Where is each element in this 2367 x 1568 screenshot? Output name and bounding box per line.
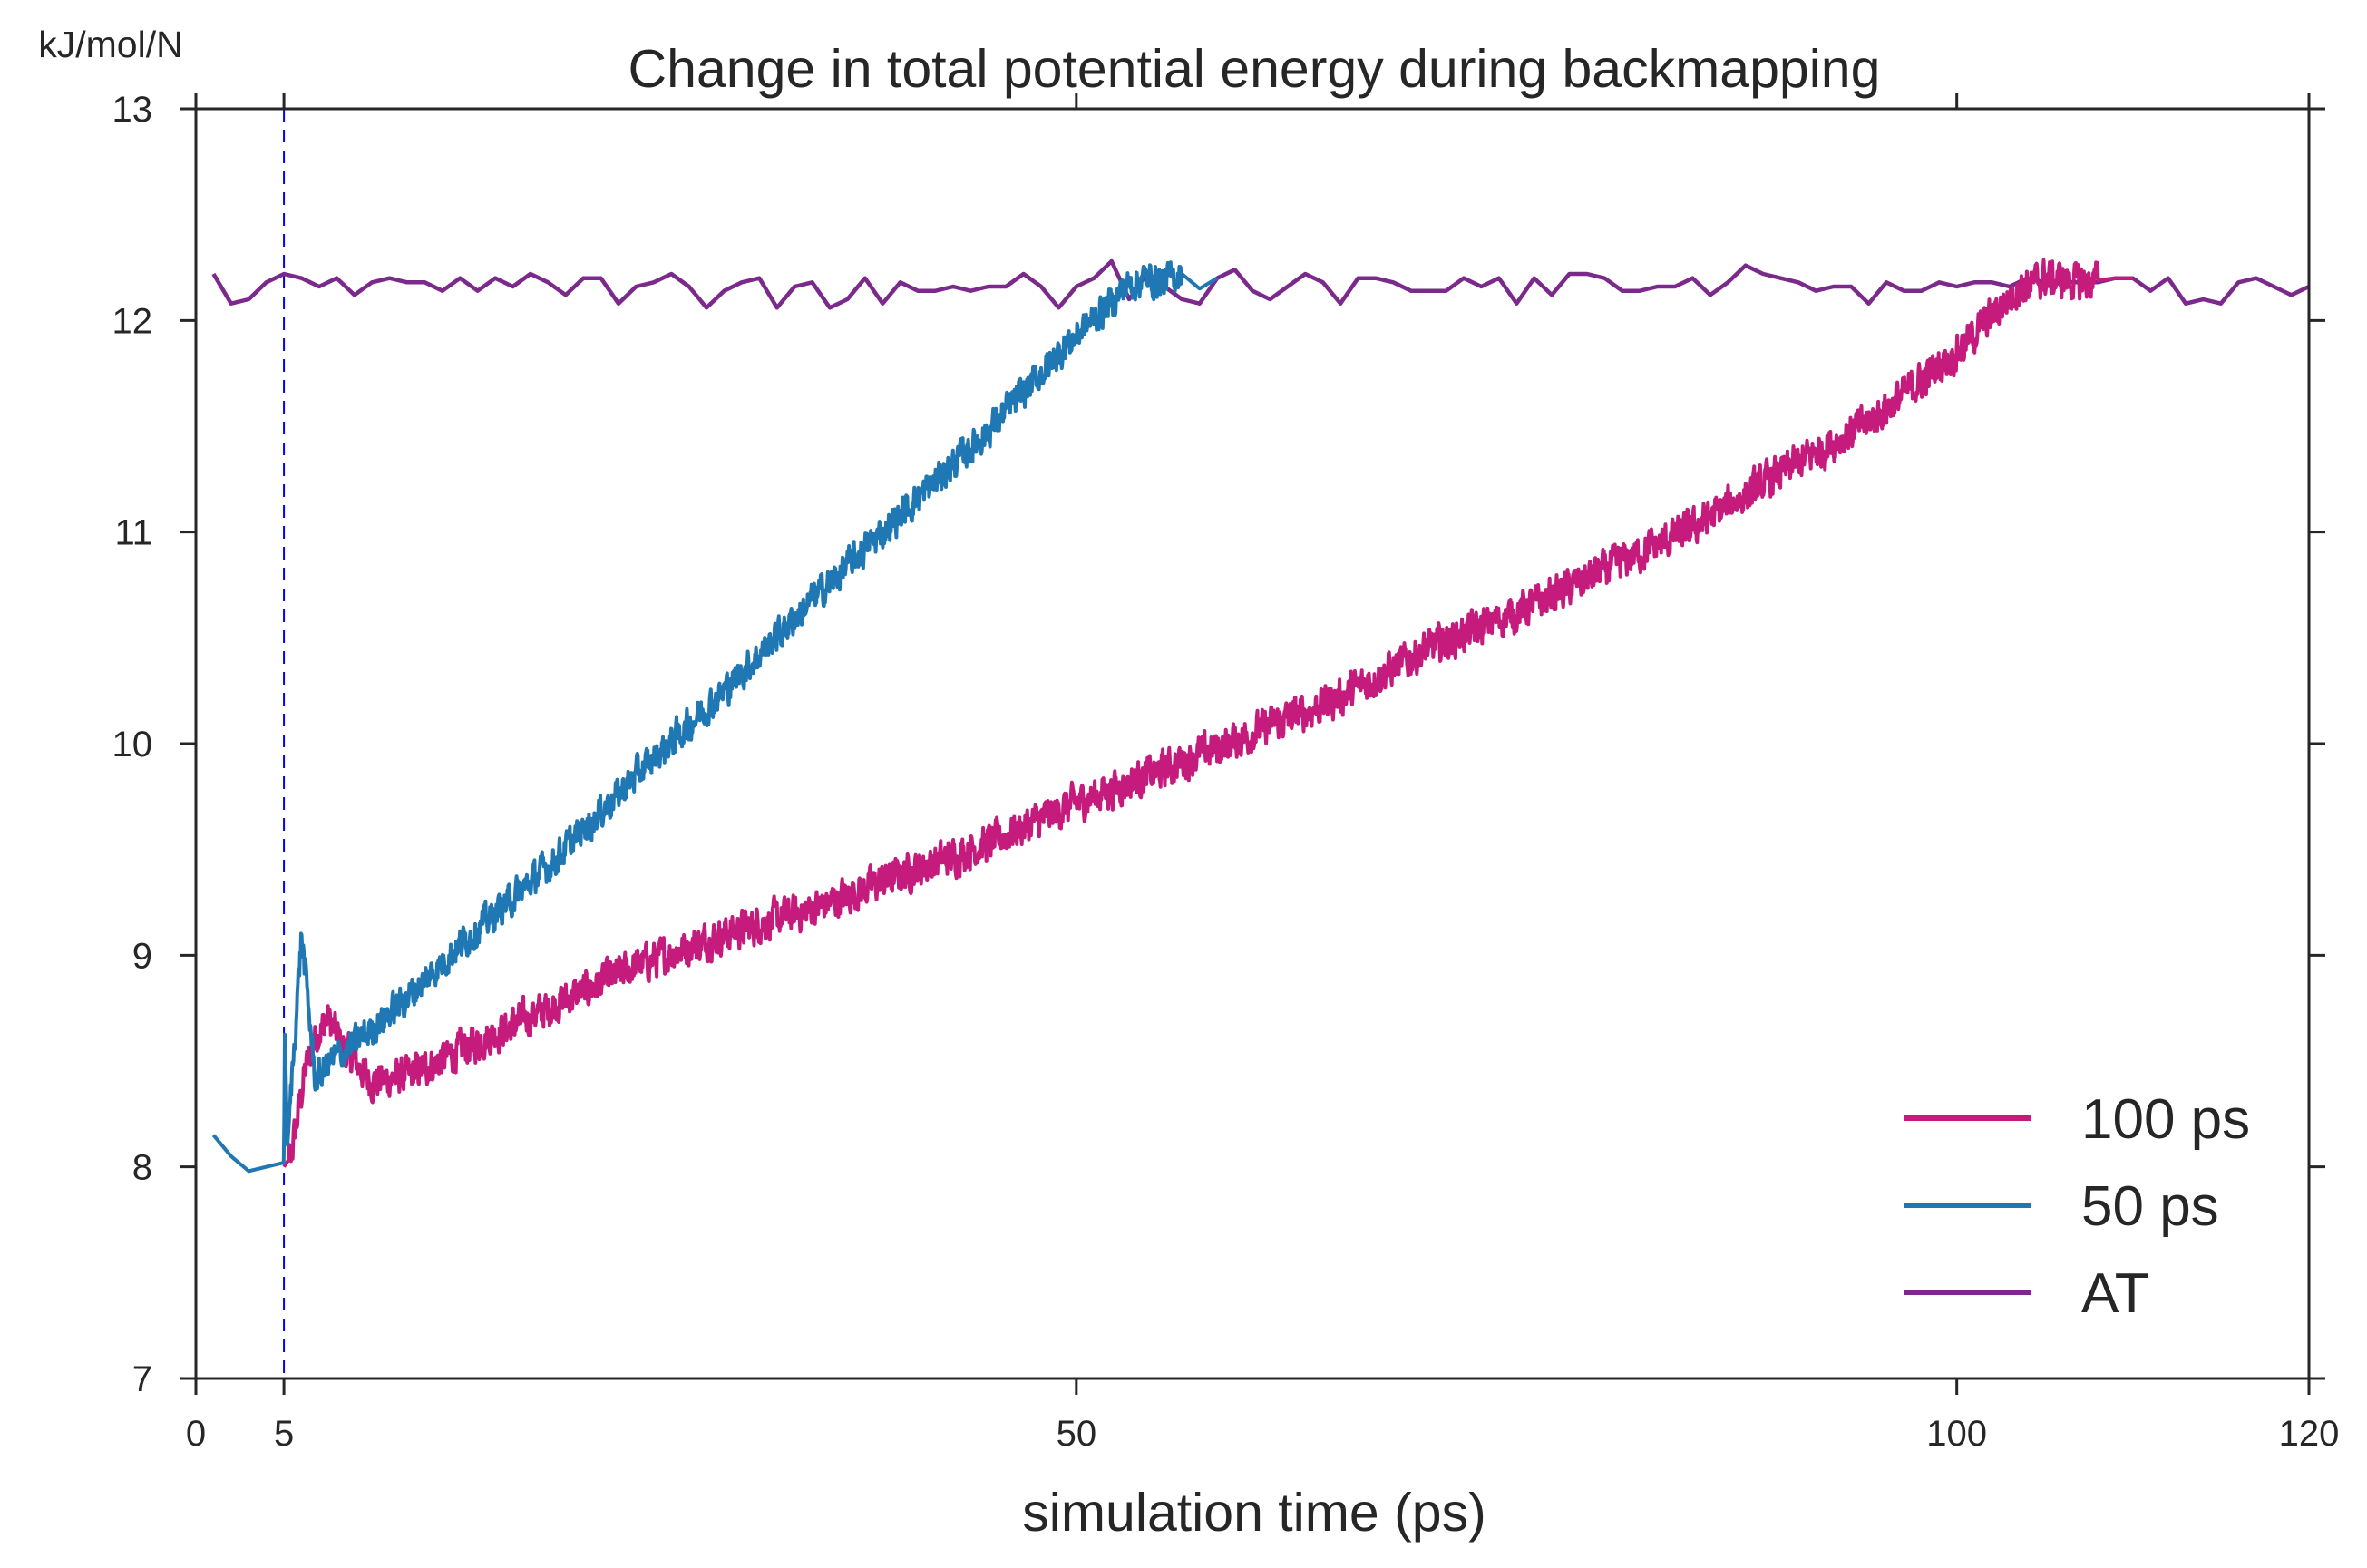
legend-label: 50 ps <box>2081 1175 2219 1238</box>
y-tick-label: 8 <box>132 1148 152 1188</box>
x-axis-label: simulation time (ps) <box>1022 1483 1485 1543</box>
y-tick-label: 12 <box>112 301 153 341</box>
series-line-50-ps <box>211 260 1219 1174</box>
y-tick-label: 11 <box>114 513 152 553</box>
x-tick-label: 50 <box>1057 1414 1097 1454</box>
legend: 100 ps 50 ps AT <box>1904 1088 2250 1325</box>
x-tick-label: 100 <box>1926 1414 1987 1454</box>
y-tick-label: 7 <box>132 1359 152 1399</box>
y-tick-label: 9 <box>132 936 152 976</box>
x-tick-label: 5 <box>274 1414 294 1454</box>
y-tick-label: 13 <box>112 90 153 130</box>
x-tick-label: 0 <box>186 1414 206 1454</box>
y-axis-label: kJ/mol/N <box>38 24 182 65</box>
series-line-at <box>211 258 2310 310</box>
chart-title: Change in total potential energy during … <box>628 39 1881 99</box>
legend-label: 100 ps <box>2081 1088 2250 1151</box>
x-tick-label: 120 <box>2279 1414 2340 1454</box>
y-tick-label: 10 <box>112 725 153 765</box>
series-line-100-ps <box>282 258 2135 1168</box>
legend-label: AT <box>2081 1262 2149 1325</box>
